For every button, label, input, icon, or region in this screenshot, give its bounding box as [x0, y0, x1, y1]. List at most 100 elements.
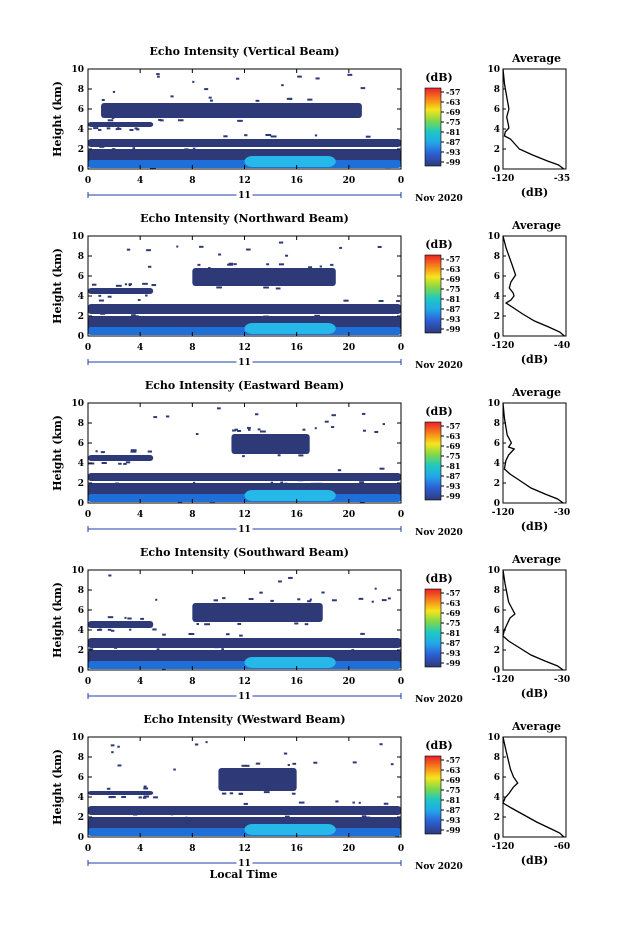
- echo-speckle: [132, 147, 136, 150]
- avg-y-tick-label: 4: [494, 459, 500, 469]
- echo-speckle: [335, 800, 339, 803]
- echo-speckle: [170, 95, 174, 98]
- echo-speckle: [100, 451, 105, 454]
- avg-y-tick-label: 2: [494, 646, 500, 656]
- avg-y-tick-label: 10: [487, 733, 500, 743]
- echo-speckle: [137, 156, 143, 159]
- x-tick-label: 16: [290, 176, 303, 186]
- echo-speckle: [147, 450, 153, 453]
- x-tick-label: 4: [137, 677, 143, 687]
- colorbar-tick-label: -81: [446, 294, 460, 304]
- x-tick-label: 8: [189, 343, 195, 353]
- avg-x-tick-label: -120: [492, 174, 515, 184]
- echo-speckle: [237, 489, 243, 492]
- colorbar-tick-label: -93: [446, 481, 461, 491]
- echo-speckle: [91, 283, 97, 286]
- avg-y-tick-label: 8: [494, 419, 500, 429]
- echo-speckle: [162, 633, 166, 636]
- echo-speckle: [307, 600, 312, 603]
- avg-y-tick-label: 8: [494, 586, 500, 596]
- echo-speckle: [153, 416, 158, 419]
- echo-speckle: [225, 633, 230, 636]
- x-tick-label: 12: [238, 343, 251, 353]
- y-tick-label: 4: [78, 459, 84, 469]
- echo-speckle: [294, 622, 299, 625]
- x-tick-label: 16: [290, 343, 303, 353]
- echo-speckle: [284, 815, 290, 818]
- echo-layer-low: [88, 304, 401, 314]
- echo-speckle: [278, 241, 284, 244]
- echo-speckle: [377, 245, 382, 248]
- echo-speckle: [360, 632, 365, 635]
- average-profile-line: [502, 68, 565, 170]
- echo-speckle: [270, 135, 277, 138]
- echo-speckle: [302, 319, 307, 322]
- echo-speckle: [98, 128, 102, 131]
- avg-y-tick-label: 2: [494, 145, 500, 155]
- echo-speckle: [123, 462, 127, 465]
- echo-speckle: [263, 315, 269, 318]
- echo-speckle: [331, 426, 335, 429]
- echo-speckle: [330, 486, 334, 489]
- echo-speckle: [321, 591, 325, 594]
- echo-speckle: [288, 651, 293, 654]
- panel-3: Echo Intensity (Southward Beam) Height (k…: [51, 546, 570, 705]
- echo-speckle: [270, 818, 275, 821]
- avg-y-tick-label: 0: [494, 666, 500, 676]
- echo-speckle: [284, 482, 288, 485]
- avg-x-label: (dB): [521, 186, 548, 199]
- echo-speckle: [110, 744, 115, 747]
- echo-speckle: [255, 99, 260, 102]
- echo-speckle: [106, 127, 111, 130]
- avg-y-tick-label: 0: [494, 499, 500, 509]
- avg-x-label: (dB): [521, 353, 548, 366]
- colorbar-tick-label: -57: [446, 755, 460, 765]
- echo-speckle: [278, 580, 282, 583]
- echo-speckle: [98, 294, 102, 297]
- echo-speckle: [241, 764, 247, 767]
- panel-0: Echo Intensity (Vertical Beam) Height (km…: [51, 45, 570, 204]
- y-tick-label: 8: [78, 586, 84, 596]
- echo-speckle: [306, 485, 313, 488]
- average-frame: [502, 402, 567, 504]
- avg-y-tick-label: 4: [494, 125, 500, 135]
- echo-speckle: [360, 87, 366, 90]
- echo-speckle: [151, 284, 157, 287]
- echo-speckle: [176, 245, 179, 248]
- y-tick-label: 6: [78, 105, 84, 115]
- y-tick-label: 2: [78, 479, 84, 489]
- echo-speckle: [324, 420, 329, 423]
- echo-speckle: [254, 413, 259, 416]
- x-tick-label: 0: [85, 343, 91, 353]
- echo-speckle: [194, 743, 199, 746]
- colorbar-tick-label: -99: [446, 157, 461, 167]
- y-tick-label: 10: [71, 65, 84, 75]
- colorbar-tick-label: -69: [446, 274, 461, 284]
- echo-speckle: [129, 628, 132, 631]
- echo-speckle: [292, 762, 297, 765]
- avg-y-tick-label: 10: [487, 65, 500, 75]
- echo-speckle: [260, 430, 266, 433]
- x-tick-label: 8: [189, 510, 195, 520]
- average-title: Average: [511, 553, 561, 566]
- echo-layers: [88, 73, 401, 169]
- average-title: Average: [511, 720, 561, 733]
- echo-speckle: [308, 266, 313, 269]
- echo-speckle: [128, 284, 132, 287]
- echo-speckle: [228, 262, 234, 265]
- echo-speckle: [117, 745, 120, 748]
- avg-x-tick-label: -120: [492, 842, 515, 852]
- x-tick-label: 0: [398, 343, 404, 353]
- x-tick-label: 0: [85, 510, 91, 520]
- echo-speckle: [378, 300, 384, 303]
- x-tick-label: 16: [290, 677, 303, 687]
- y-tick-label: 0: [78, 499, 84, 509]
- colorbar-tick-label: -93: [446, 815, 461, 825]
- echo-speckle: [143, 795, 150, 798]
- echo-speckle: [218, 253, 222, 256]
- x-tick-label: 4: [137, 510, 143, 520]
- y-tick-label: 0: [78, 833, 84, 843]
- colorbar-unit: (dB): [425, 405, 452, 418]
- echo-speckle: [173, 768, 176, 771]
- date-label: Nov 2020: [415, 695, 463, 705]
